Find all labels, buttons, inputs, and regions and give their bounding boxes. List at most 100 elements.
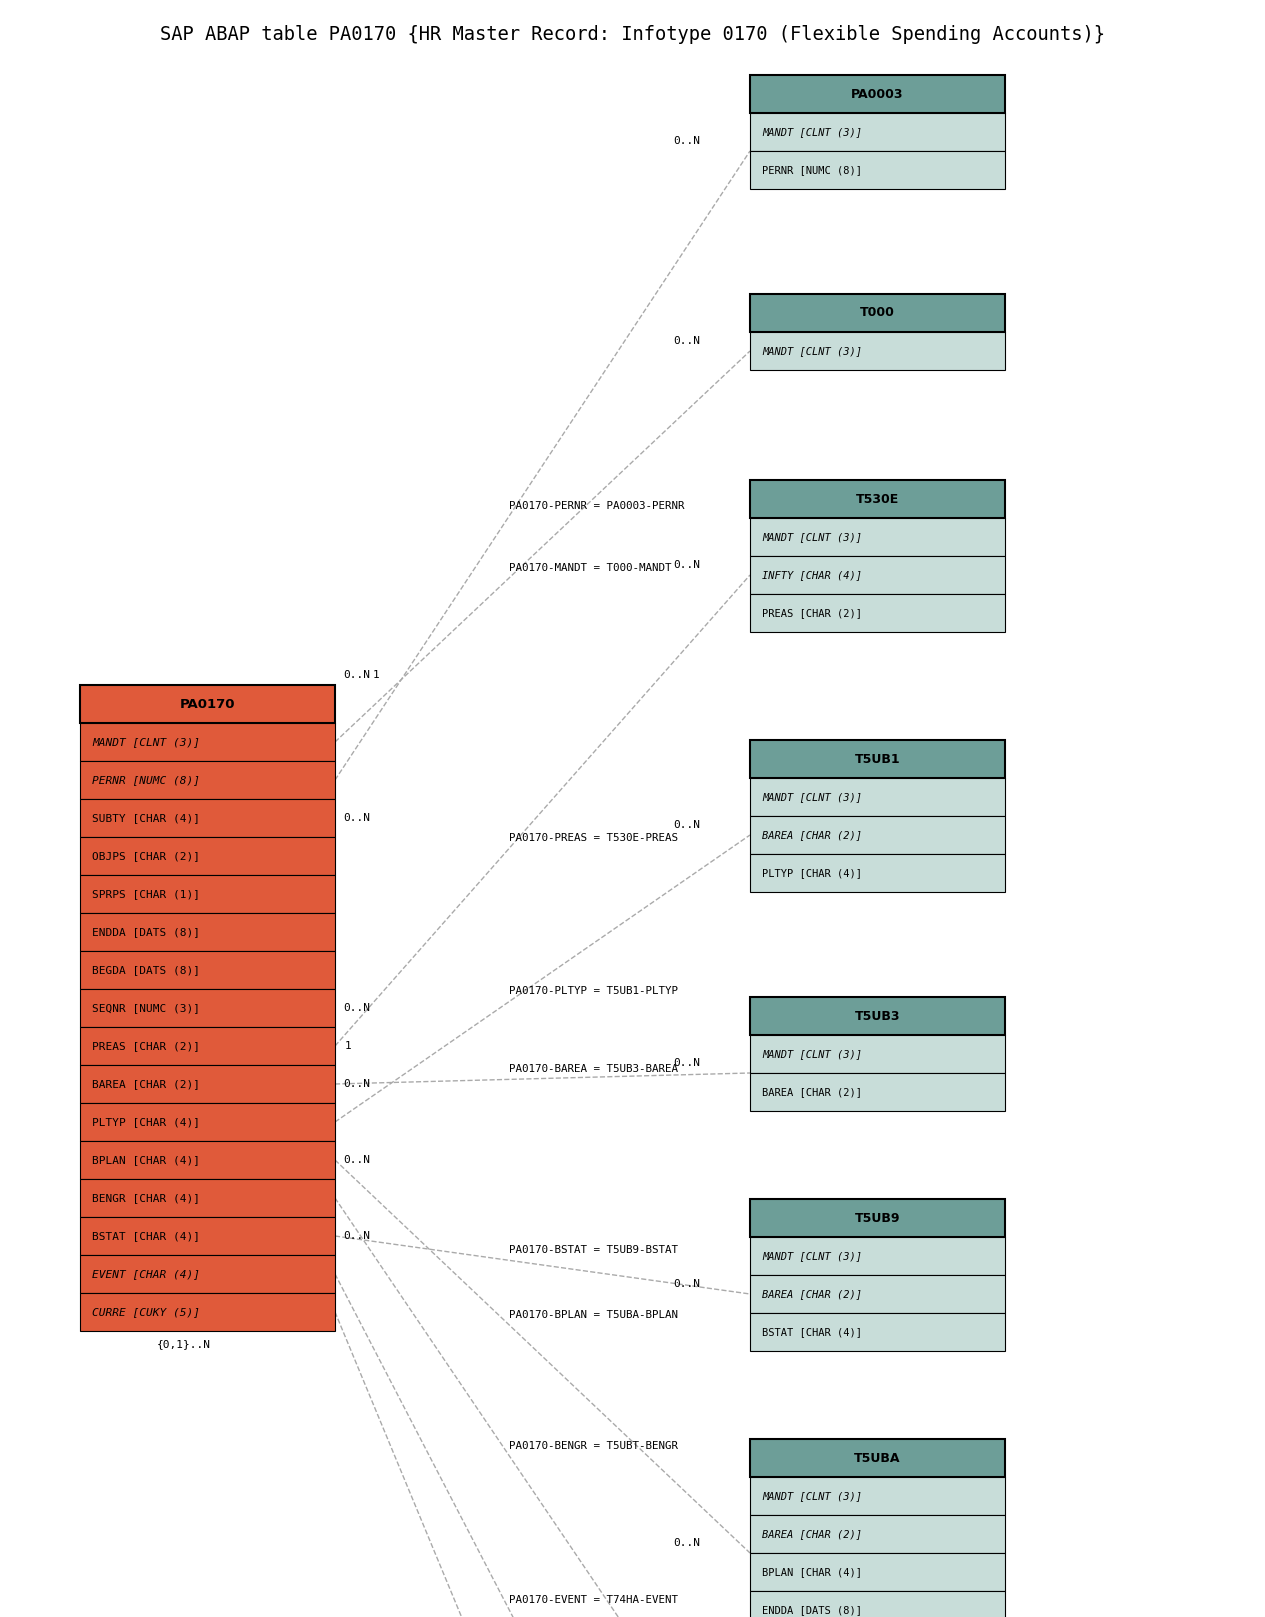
FancyBboxPatch shape: [80, 1218, 335, 1255]
Text: OBJPS [CHAR (2)]: OBJPS [CHAR (2)]: [92, 851, 200, 860]
FancyBboxPatch shape: [80, 799, 335, 838]
FancyBboxPatch shape: [80, 914, 335, 951]
Text: T5UB1: T5UB1: [855, 752, 901, 765]
Text: T000: T000: [860, 307, 894, 320]
Text: SEQNR [NUMC (3)]: SEQNR [NUMC (3)]: [92, 1003, 200, 1012]
Text: BAREA [CHAR (2)]: BAREA [CHAR (2)]: [762, 830, 861, 839]
FancyBboxPatch shape: [750, 854, 1004, 893]
Text: BAREA [CHAR (2)]: BAREA [CHAR (2)]: [762, 1289, 861, 1298]
FancyBboxPatch shape: [80, 1066, 335, 1103]
FancyBboxPatch shape: [80, 990, 335, 1027]
Text: BAREA [CHAR (2)]: BAREA [CHAR (2)]: [92, 1079, 200, 1088]
Text: 0..N: 0..N: [673, 1538, 700, 1547]
Text: PA0170-MANDT = T000-MANDT: PA0170-MANDT = T000-MANDT: [510, 563, 672, 572]
FancyBboxPatch shape: [750, 113, 1004, 150]
Text: MANDT [CLNT (3)]: MANDT [CLNT (3)]: [762, 1252, 861, 1261]
FancyBboxPatch shape: [750, 74, 1004, 113]
FancyBboxPatch shape: [750, 1439, 1004, 1476]
Text: MANDT [CLNT (3)]: MANDT [CLNT (3)]: [762, 1491, 861, 1501]
Text: PA0170-BENGR = T5UBT-BENGR: PA0170-BENGR = T5UBT-BENGR: [510, 1441, 678, 1450]
FancyBboxPatch shape: [80, 1027, 335, 1066]
FancyBboxPatch shape: [80, 762, 335, 799]
FancyBboxPatch shape: [80, 1255, 335, 1294]
FancyBboxPatch shape: [80, 1179, 335, 1218]
Text: BENGR [CHAR (4)]: BENGR [CHAR (4)]: [92, 1193, 200, 1203]
FancyBboxPatch shape: [80, 1103, 335, 1142]
Text: PA0003: PA0003: [851, 87, 903, 100]
Text: PREAS [CHAR (2)]: PREAS [CHAR (2)]: [92, 1041, 200, 1051]
Text: MANDT [CLNT (3)]: MANDT [CLNT (3)]: [762, 1049, 861, 1059]
Text: MANDT [CLNT (3)]: MANDT [CLNT (3)]: [92, 737, 200, 747]
Text: T530E: T530E: [856, 493, 899, 506]
Text: INFTY [CHAR (4)]: INFTY [CHAR (4)]: [762, 571, 861, 581]
Text: PA0170: PA0170: [180, 697, 235, 710]
FancyBboxPatch shape: [750, 817, 1004, 854]
FancyBboxPatch shape: [80, 723, 335, 762]
Text: MANDT [CLNT (3)]: MANDT [CLNT (3)]: [762, 128, 861, 137]
Text: T5UB3: T5UB3: [855, 1009, 901, 1022]
FancyBboxPatch shape: [80, 951, 335, 990]
Text: PA0170-EVENT = T74HA-EVENT: PA0170-EVENT = T74HA-EVENT: [510, 1594, 678, 1606]
FancyBboxPatch shape: [750, 1274, 1004, 1313]
FancyBboxPatch shape: [80, 1142, 335, 1179]
FancyBboxPatch shape: [750, 1515, 1004, 1552]
FancyBboxPatch shape: [750, 556, 1004, 593]
FancyBboxPatch shape: [750, 1035, 1004, 1074]
Text: 0..N: 0..N: [343, 813, 369, 823]
FancyBboxPatch shape: [80, 1294, 335, 1331]
Text: BAREA [CHAR (2)]: BAREA [CHAR (2)]: [762, 1087, 861, 1096]
FancyBboxPatch shape: [750, 593, 1004, 632]
FancyBboxPatch shape: [750, 741, 1004, 778]
FancyBboxPatch shape: [750, 1237, 1004, 1274]
FancyBboxPatch shape: [750, 150, 1004, 189]
Text: 0..N: 0..N: [343, 1155, 369, 1164]
Text: BPLAN [CHAR (4)]: BPLAN [CHAR (4)]: [762, 1567, 861, 1577]
Text: PA0170-BSTAT = T5UB9-BSTAT: PA0170-BSTAT = T5UB9-BSTAT: [510, 1245, 678, 1255]
Text: MANDT [CLNT (3)]: MANDT [CLNT (3)]: [762, 792, 861, 802]
FancyBboxPatch shape: [750, 1074, 1004, 1111]
Text: BPLAN [CHAR (4)]: BPLAN [CHAR (4)]: [92, 1155, 200, 1164]
Text: ENDDA [DATS (8)]: ENDDA [DATS (8)]: [762, 1606, 861, 1615]
Text: 0..N: 0..N: [673, 1058, 700, 1067]
FancyBboxPatch shape: [750, 1313, 1004, 1350]
Text: 0..N: 0..N: [343, 1079, 369, 1088]
FancyBboxPatch shape: [750, 1476, 1004, 1515]
Text: BSTAT [CHAR (4)]: BSTAT [CHAR (4)]: [762, 1328, 861, 1337]
Text: PA0170-BAREA = T5UB3-BAREA: PA0170-BAREA = T5UB3-BAREA: [510, 1064, 678, 1074]
Text: SPRPS [CHAR (1)]: SPRPS [CHAR (1)]: [92, 889, 200, 899]
FancyBboxPatch shape: [750, 517, 1004, 556]
FancyBboxPatch shape: [750, 331, 1004, 370]
Text: 0..N: 0..N: [673, 336, 700, 346]
Text: 0..N: 0..N: [343, 1003, 369, 1012]
Text: T5UB9: T5UB9: [855, 1211, 901, 1224]
Text: T5UBA: T5UBA: [854, 1452, 901, 1465]
Text: SUBTY [CHAR (4)]: SUBTY [CHAR (4)]: [92, 813, 200, 823]
Text: CURRE [CUKY (5)]: CURRE [CUKY (5)]: [92, 1307, 200, 1316]
Text: MANDT [CLNT (3)]: MANDT [CLNT (3)]: [762, 532, 861, 542]
Text: PERNR [NUMC (8)]: PERNR [NUMC (8)]: [762, 165, 861, 175]
FancyBboxPatch shape: [80, 875, 335, 914]
Text: PLTYP [CHAR (4)]: PLTYP [CHAR (4)]: [92, 1117, 200, 1127]
FancyBboxPatch shape: [750, 1198, 1004, 1237]
Text: MANDT [CLNT (3)]: MANDT [CLNT (3)]: [762, 346, 861, 356]
Text: SAP ABAP table PA0170 {HR Master Record: Infotype 0170 (Flexible Spending Accoun: SAP ABAP table PA0170 {HR Master Record:…: [159, 24, 1106, 44]
Text: ENDDA [DATS (8)]: ENDDA [DATS (8)]: [92, 927, 200, 936]
Text: 1: 1: [373, 669, 379, 681]
Text: PLTYP [CHAR (4)]: PLTYP [CHAR (4)]: [762, 868, 861, 878]
FancyBboxPatch shape: [80, 686, 335, 723]
FancyBboxPatch shape: [750, 1591, 1004, 1617]
Text: EVENT [CHAR (4)]: EVENT [CHAR (4)]: [92, 1269, 200, 1279]
Text: PERNR [NUMC (8)]: PERNR [NUMC (8)]: [92, 775, 200, 784]
FancyBboxPatch shape: [750, 998, 1004, 1035]
Text: {0,1}..N: {0,1}..N: [157, 1339, 210, 1349]
Text: BAREA [CHAR (2)]: BAREA [CHAR (2)]: [762, 1530, 861, 1539]
Text: BEGDA [DATS (8)]: BEGDA [DATS (8)]: [92, 965, 200, 975]
Text: PA0170-PERNR = PA0003-PERNR: PA0170-PERNR = PA0003-PERNR: [510, 501, 684, 511]
Text: 0..N: 0..N: [673, 136, 700, 146]
Text: 0..N: 0..N: [673, 1279, 700, 1289]
FancyBboxPatch shape: [750, 778, 1004, 817]
Text: BSTAT [CHAR (4)]: BSTAT [CHAR (4)]: [92, 1231, 200, 1240]
FancyBboxPatch shape: [750, 480, 1004, 517]
Text: 0..N: 0..N: [343, 669, 369, 681]
Text: PA0170-PLTYP = T5UB1-PLTYP: PA0170-PLTYP = T5UB1-PLTYP: [510, 986, 678, 996]
